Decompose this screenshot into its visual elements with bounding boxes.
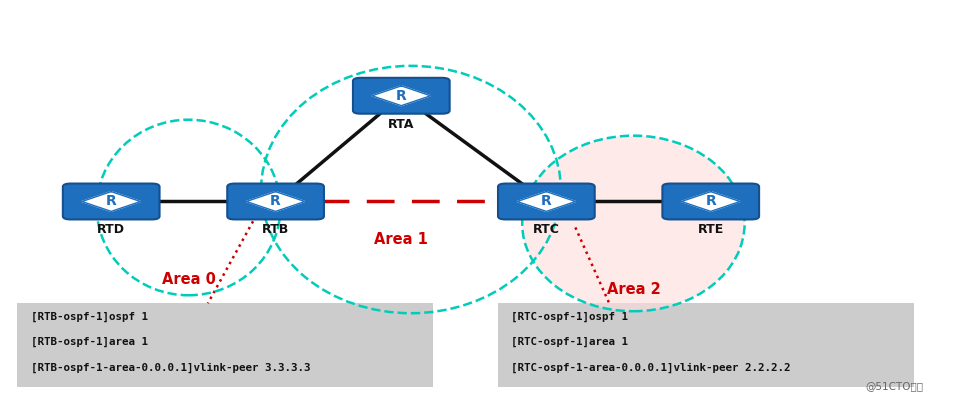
Text: @51CTO博客: @51CTO博客 [865, 381, 923, 391]
FancyBboxPatch shape [498, 303, 914, 387]
FancyBboxPatch shape [17, 303, 433, 387]
Text: R: R [541, 194, 552, 208]
FancyBboxPatch shape [662, 184, 759, 219]
Text: [RTB-ospf-1]ospf 1: [RTB-ospf-1]ospf 1 [31, 312, 148, 322]
Text: RTC: RTC [533, 223, 560, 237]
FancyBboxPatch shape [353, 78, 450, 114]
Text: [RTB-ospf-1-area-0.0.0.1]vlink-peer 3.3.3.3: [RTB-ospf-1-area-0.0.0.1]vlink-peer 3.3.… [31, 362, 310, 373]
Polygon shape [82, 192, 140, 211]
Text: R: R [705, 194, 717, 208]
Text: RTB: RTB [262, 223, 289, 237]
Text: [RTB-ospf-1]area 1: [RTB-ospf-1]area 1 [31, 337, 148, 348]
Polygon shape [247, 192, 305, 211]
Polygon shape [517, 192, 575, 211]
Text: RTA: RTA [388, 118, 415, 131]
Text: R: R [270, 194, 281, 208]
Text: R: R [396, 89, 407, 103]
Text: Area 2: Area 2 [606, 282, 660, 297]
FancyBboxPatch shape [227, 184, 324, 219]
Text: [RTC-ospf-1]ospf 1: [RTC-ospf-1]ospf 1 [511, 312, 628, 322]
Text: RTD: RTD [98, 223, 125, 237]
Text: Area 0: Area 0 [161, 272, 216, 287]
Polygon shape [682, 192, 740, 211]
Polygon shape [372, 86, 430, 106]
Text: RTE: RTE [697, 223, 724, 237]
Text: Area 1: Area 1 [374, 232, 428, 247]
Text: R: R [105, 194, 117, 208]
FancyBboxPatch shape [498, 184, 595, 219]
Text: [RTC-ospf-1]area 1: [RTC-ospf-1]area 1 [511, 337, 628, 348]
Ellipse shape [522, 136, 745, 311]
Text: [RTC-ospf-1-area-0.0.0.1]vlink-peer 2.2.2.2: [RTC-ospf-1-area-0.0.0.1]vlink-peer 2.2.… [511, 362, 790, 373]
FancyBboxPatch shape [63, 184, 160, 219]
